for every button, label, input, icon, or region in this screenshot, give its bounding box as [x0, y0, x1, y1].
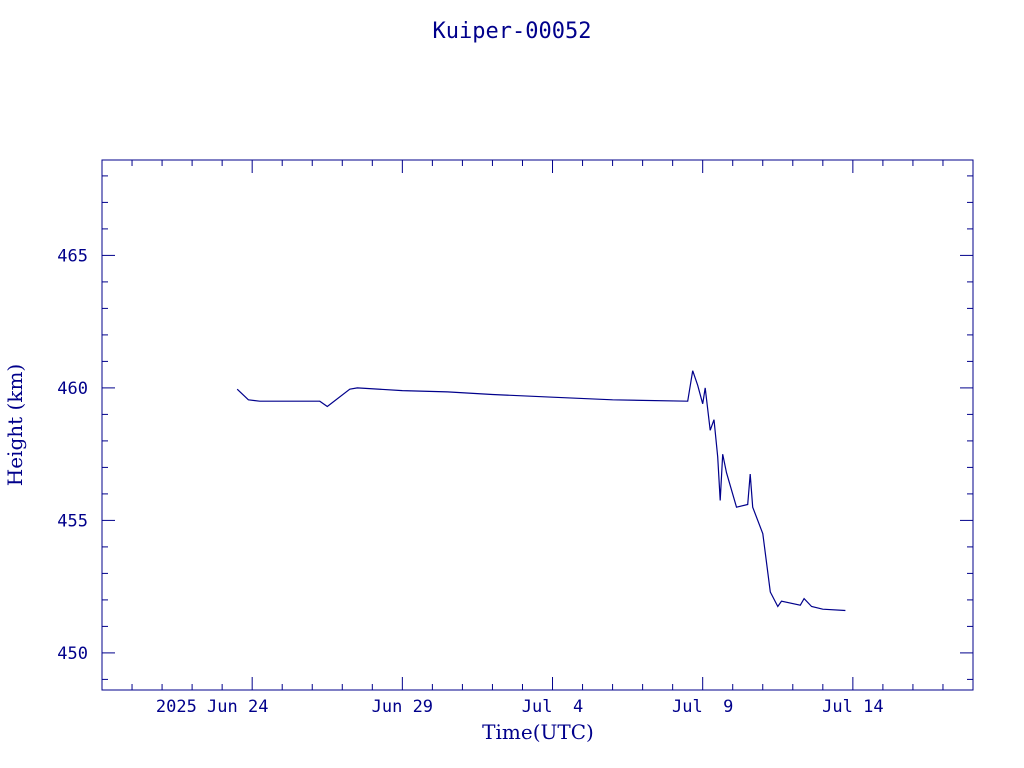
x-tick-label: Jul 9 — [672, 697, 733, 717]
chart-title: Kuiper-00052 — [433, 19, 592, 44]
y-tick-label: 465 — [57, 246, 88, 266]
y-tick-label: 455 — [57, 511, 88, 531]
y-tick-label: 450 — [57, 644, 88, 664]
y-axis-label: Height (km) — [3, 364, 27, 486]
plot-frame — [101, 159, 974, 691]
axis-ticks — [102, 160, 973, 690]
x-axis-label: Time(UTC) — [482, 720, 594, 744]
x-tick-label: Jul 4 — [522, 697, 583, 717]
tick-labels: 450 455 460 465 2025 Jun 24 Jun 29 Jul 4 Jul 9 J… — [57, 246, 883, 717]
height-series-line — [236, 370, 846, 612]
y-tick-label: 460 — [57, 379, 88, 399]
x-tick-label: Jun 29 — [372, 697, 433, 717]
x-tick-label: Jul 14 — [822, 697, 883, 717]
x-tick-label: 2025 Jun 24 — [156, 697, 269, 717]
